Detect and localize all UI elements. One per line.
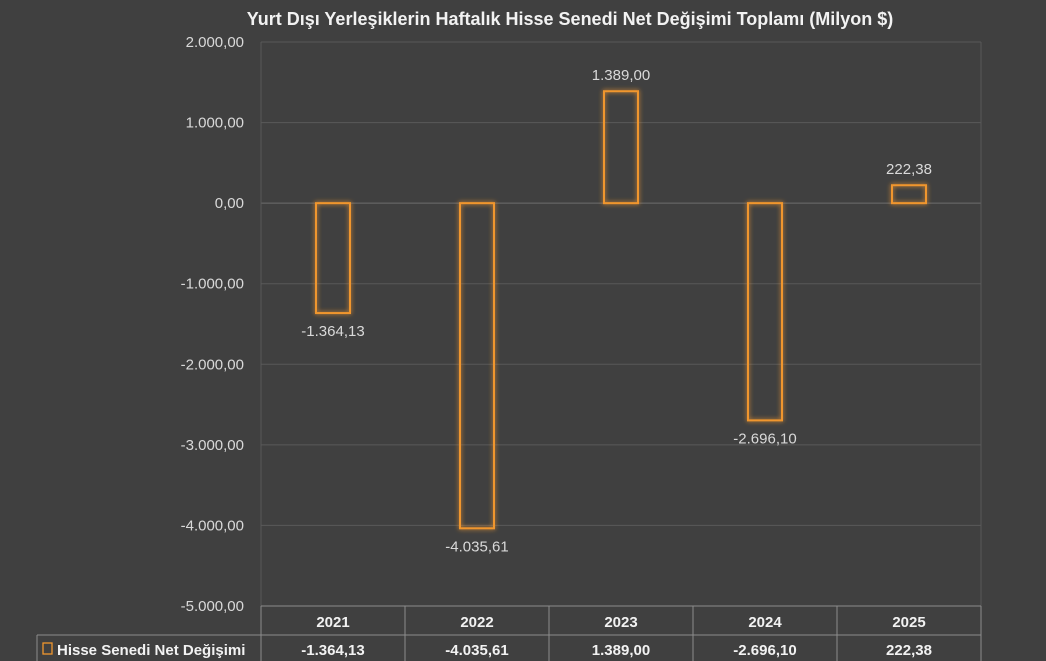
x-category-label: 2023 (604, 614, 637, 631)
x-category-label: 2024 (748, 614, 782, 631)
y-tick-label: -5.000,00 (181, 598, 244, 615)
data-label: -1.364,13 (301, 323, 364, 340)
bar-2023 (603, 90, 639, 205)
y-tick-label: -4.000,00 (181, 517, 244, 534)
bar-2025 (891, 184, 927, 205)
table-value: -2.696,10 (733, 642, 796, 659)
x-category-label: 2021 (316, 614, 349, 631)
bar-2024 (747, 202, 783, 422)
y-tick-label: -3.000,00 (181, 437, 244, 454)
data-label: 222,38 (886, 161, 932, 178)
data-label: -2.696,10 (733, 430, 796, 447)
table-value: 222,38 (886, 642, 932, 659)
chart-title: Yurt Dışı Yerleşiklerin Haftalık Hisse S… (247, 9, 894, 29)
x-category-label: 2022 (460, 614, 493, 631)
table-value: 1.389,00 (592, 642, 650, 659)
y-tick-label: 0,00 (215, 195, 244, 212)
y-tick-label: 2.000,00 (186, 34, 244, 51)
bar-2022 (459, 202, 495, 530)
y-tick-label: 1.000,00 (186, 115, 244, 132)
data-label: 1.389,00 (592, 67, 650, 84)
bar-2021 (315, 202, 351, 315)
y-tick-label: -1.000,00 (181, 276, 244, 293)
data-label: -4.035,61 (445, 538, 508, 555)
legend-series-name: Hisse Senedi Net Değişimi (57, 642, 245, 659)
legend-key (42, 642, 53, 655)
table-value: -1.364,13 (301, 642, 364, 659)
table-value: -4.035,61 (445, 642, 508, 659)
y-tick-label: -2.000,00 (181, 356, 244, 373)
x-category-label: 2025 (892, 614, 925, 631)
